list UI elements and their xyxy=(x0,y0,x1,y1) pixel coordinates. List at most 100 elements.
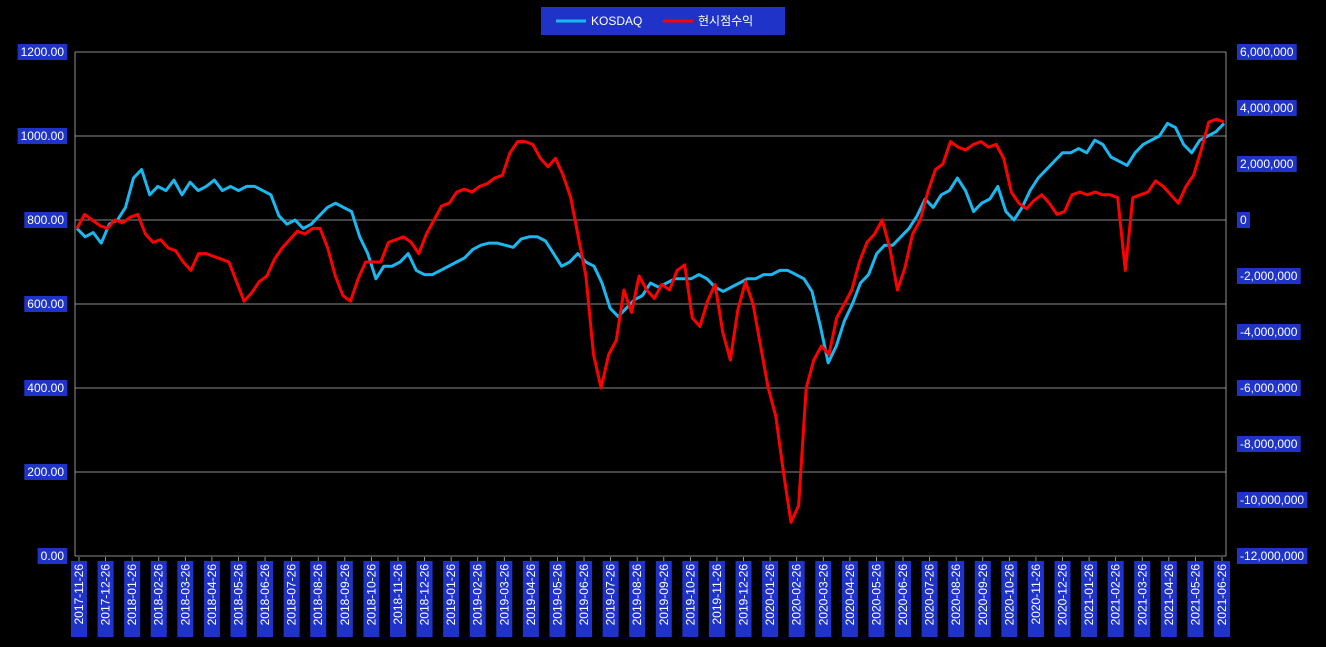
x-tick-box xyxy=(549,561,566,637)
legend: KOSDAQ 현시점수익 xyxy=(541,7,785,35)
x-axis: 2017-11-26 2017-12-26 2018-01-26 2018-02-26… xyxy=(71,557,1230,637)
x-tick-box xyxy=(1001,561,1018,637)
y-right-tick-label: 0 xyxy=(1240,213,1247,227)
x-tick-box xyxy=(682,561,699,637)
y-right-tick-label: 4,000,000 xyxy=(1240,101,1294,115)
x-tick-box xyxy=(257,561,274,637)
y-left-tick-label: 0.00 xyxy=(41,549,65,563)
y-right-tick-box xyxy=(1237,436,1301,452)
y-left-tick-label: 1200.00 xyxy=(21,45,65,59)
x-tick: 2018-04-26 xyxy=(203,557,220,637)
x-tick: 2018-05-26 xyxy=(230,557,247,637)
x-tick-box xyxy=(1187,561,1204,637)
x-tick: 2020-04-26 xyxy=(841,557,858,637)
x-tick-label: 2017-12-26 xyxy=(99,564,113,626)
x-tick-label: 2020-09-26 xyxy=(976,564,990,626)
x-tick: 2021-06-26 xyxy=(1214,557,1230,637)
x-tick-label: 2020-06-26 xyxy=(896,564,910,626)
x-tick-box xyxy=(921,561,938,637)
x-tick: 2019-02-26 xyxy=(469,557,486,637)
x-tick: 2020-10-26 xyxy=(1001,557,1018,637)
x-tick-box xyxy=(522,561,539,637)
x-tick-box xyxy=(948,561,965,637)
x-tick: 2019-11-26 xyxy=(708,557,725,637)
x-tick: 2017-11-26 xyxy=(71,557,87,637)
y-left-tick: 400.00 xyxy=(24,380,68,396)
x-tick-label: 2020-04-26 xyxy=(843,564,857,626)
x-tick: 2018-10-26 xyxy=(363,557,380,637)
x-tick-box xyxy=(1134,561,1151,637)
x-tick-box xyxy=(363,561,380,637)
y-right-tick-box xyxy=(1237,548,1308,564)
x-tick: 2019-12-26 xyxy=(735,557,752,637)
x-tick-box xyxy=(895,561,912,637)
y-right-tick: -10,000,000 xyxy=(1237,492,1308,508)
y-left-tick-box xyxy=(24,380,68,396)
x-tick: 2018-11-26 xyxy=(389,557,406,637)
y-right-tick: -4,000,000 xyxy=(1237,324,1301,340)
x-tick-label: 2019-04-26 xyxy=(524,564,538,626)
x-tick-label: 2019-09-26 xyxy=(657,564,671,626)
x-tick-label: 2019-12-26 xyxy=(737,564,751,626)
x-tick-label: 2018-01-26 xyxy=(125,564,139,626)
x-tick: 2018-09-26 xyxy=(336,557,353,637)
x-tick-box xyxy=(310,561,327,637)
x-tick-box xyxy=(124,561,141,637)
y-right-tick: -6,000,000 xyxy=(1237,380,1301,396)
x-tick: 2020-07-26 xyxy=(921,557,938,637)
legend-box: KOSDAQ 현시점수익 xyxy=(541,7,785,35)
y-right-tick-label: 2,000,000 xyxy=(1240,157,1294,171)
x-tick-label: 2018-06-26 xyxy=(258,564,272,626)
x-tick-label: 2021-04-26 xyxy=(1162,564,1176,626)
y-left-tick-box xyxy=(24,464,68,480)
x-tick: 2018-01-26 xyxy=(124,557,141,637)
x-tick: 2020-01-26 xyxy=(762,557,779,637)
x-tick: 2020-09-26 xyxy=(974,557,991,637)
x-tick-box xyxy=(1027,561,1044,637)
y-right-tick-label: -10,000,000 xyxy=(1240,493,1304,507)
y-right-tick: 0 xyxy=(1237,212,1250,228)
y-left-tick-label: 400.00 xyxy=(27,381,64,395)
x-tick-label: 2018-07-26 xyxy=(285,564,299,626)
y-left-tick: 200.00 xyxy=(24,464,68,480)
x-tick-label: 2017-11-26 xyxy=(72,564,86,625)
y-left-tick: 800.00 xyxy=(24,212,68,228)
series-lines xyxy=(75,117,1226,524)
x-tick-box xyxy=(443,561,460,637)
x-tick: 2020-12-26 xyxy=(1054,557,1071,637)
x-tick-box xyxy=(1160,561,1177,637)
x-tick-box xyxy=(788,561,805,637)
legend-label: KOSDAQ xyxy=(591,14,642,28)
x-tick-label: 2019-07-26 xyxy=(604,564,618,626)
x-tick-box xyxy=(655,561,672,637)
y-right-tick: -12,000,000 xyxy=(1237,548,1308,564)
x-tick-label: 2020-07-26 xyxy=(923,564,937,626)
y-right-tick: 6,000,000 xyxy=(1237,44,1297,60)
x-tick: 2021-01-26 xyxy=(1081,557,1098,637)
y-left-tick-label: 200.00 xyxy=(27,465,64,479)
x-tick: 2019-05-26 xyxy=(549,557,566,637)
x-tick-box xyxy=(1214,561,1230,637)
legend-label: 현시점수익 xyxy=(698,14,753,28)
x-tick: 2019-03-26 xyxy=(496,557,513,637)
x-tick: 2019-08-26 xyxy=(629,557,646,637)
x-tick-label: 2019-03-26 xyxy=(497,564,511,626)
x-tick-box xyxy=(203,561,220,637)
x-tick-label: 2020-01-26 xyxy=(763,564,777,626)
x-tick-box xyxy=(283,561,300,637)
x-tick: 2020-05-26 xyxy=(868,557,885,637)
x-tick: 2020-06-26 xyxy=(895,557,912,637)
y-left-tick: 600.00 xyxy=(24,296,68,312)
legend-item: 현시점수익 xyxy=(663,14,753,28)
x-tick-box xyxy=(576,561,593,637)
y-left-tick-label: 1000.00 xyxy=(21,129,65,143)
left-axis: 0.00 200.00 400.00 600.00 800.00 1000.00 1200.… xyxy=(17,44,68,564)
x-tick-box xyxy=(177,561,194,637)
x-tick: 2021-02-26 xyxy=(1107,557,1124,637)
y-right-tick-box xyxy=(1237,492,1308,508)
y-left-tick-label: 800.00 xyxy=(27,213,64,227)
y-right-tick-label: -2,000,000 xyxy=(1240,269,1298,283)
x-tick-box xyxy=(496,561,513,637)
grid-lines xyxy=(74,51,1227,557)
x-tick: 2020-08-26 xyxy=(948,557,965,637)
